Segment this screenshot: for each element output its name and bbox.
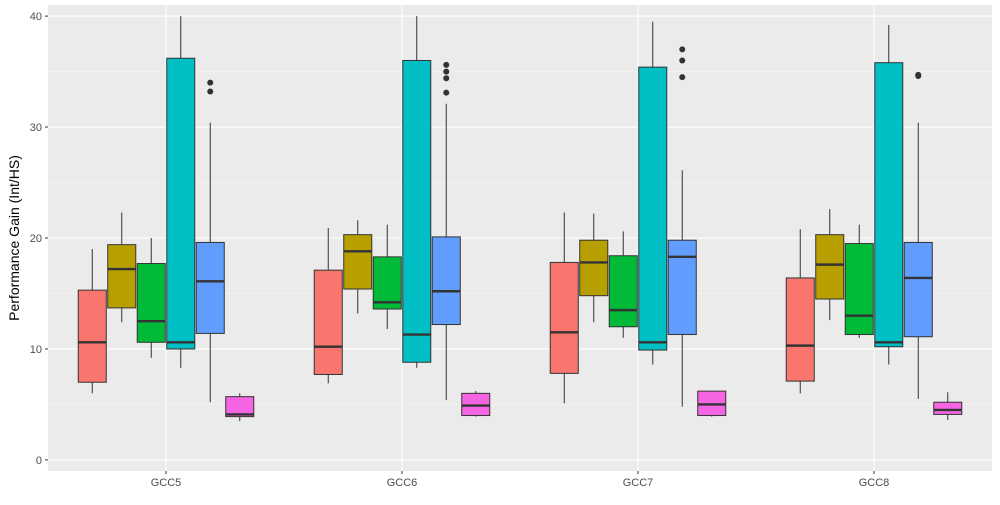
box-group-5-gcc6 [431,61,461,400]
box-body [313,269,343,375]
y-tick-label: 10 [30,344,42,356]
box-group-3-gcc8 [844,224,874,338]
box-group-1-gcc8 [785,229,815,394]
box-group-4-gcc7 [638,21,668,365]
x-tick-label: GCC7 [623,477,654,489]
box-body [667,239,697,336]
y-tick-label: 40 [30,11,42,23]
box-group-3-gcc6 [372,224,402,329]
box-group-6-gcc7 [697,390,727,417]
outlier-point [443,75,450,82]
box-body [195,241,225,334]
box-group-4-gcc8 [874,24,904,365]
outlier-point [679,57,686,64]
outlier-point [207,79,214,86]
box-body [815,234,845,300]
outlier-point [443,68,450,75]
y-tick-label: 20 [30,233,42,245]
box-group-3-gcc5 [136,238,166,358]
box-body [844,243,874,336]
box-body [107,244,137,309]
box-body [166,57,196,350]
box-body [549,261,579,374]
x-tick-label: GCC5 [151,477,182,489]
box-body [933,401,963,415]
box-group-4-gcc5 [166,16,196,368]
outlier-point [443,89,450,96]
y-tick-label: 0 [36,455,42,467]
box-body [77,289,107,383]
box-group-3-gcc7 [608,231,638,338]
outlier-point [679,74,686,81]
box-body [608,255,638,328]
box-group-6-gcc6 [461,391,491,417]
outlier-point [915,71,922,78]
box-group-2-gcc8 [815,209,845,321]
box-group-1-gcc7 [549,212,579,404]
box-group-6-gcc8 [933,392,963,420]
box-body [136,263,166,343]
box-body [874,62,904,348]
outlier-point [443,61,450,68]
box-group-5-gcc8 [903,71,933,399]
box-body [579,239,609,297]
box-body [372,256,402,310]
box-body [225,396,255,418]
box-group-6-gcc5 [225,393,255,422]
box-body [638,66,668,351]
box-body [785,277,815,382]
y-axis-title: Performance Gain (Int/HS) [6,155,22,321]
box-group-2-gcc6 [343,220,373,314]
box-body [431,236,461,326]
box-group-5-gcc7 [667,46,697,407]
box-group-2-gcc5 [107,212,137,323]
box-group-4-gcc6 [402,16,432,368]
box-group-2-gcc7 [579,213,609,323]
x-tick-label: GCC8 [859,477,890,489]
box-body [402,59,432,363]
box-group-5-gcc5 [195,79,225,403]
x-tick-label: GCC6 [387,477,418,489]
y-tick-label: 30 [30,122,42,134]
box-body [343,234,373,290]
outlier-point [207,88,214,95]
box-group-1-gcc5 [77,249,107,394]
outlier-point [679,46,686,53]
box-body [903,241,933,338]
box-group-1-gcc6 [313,228,343,384]
